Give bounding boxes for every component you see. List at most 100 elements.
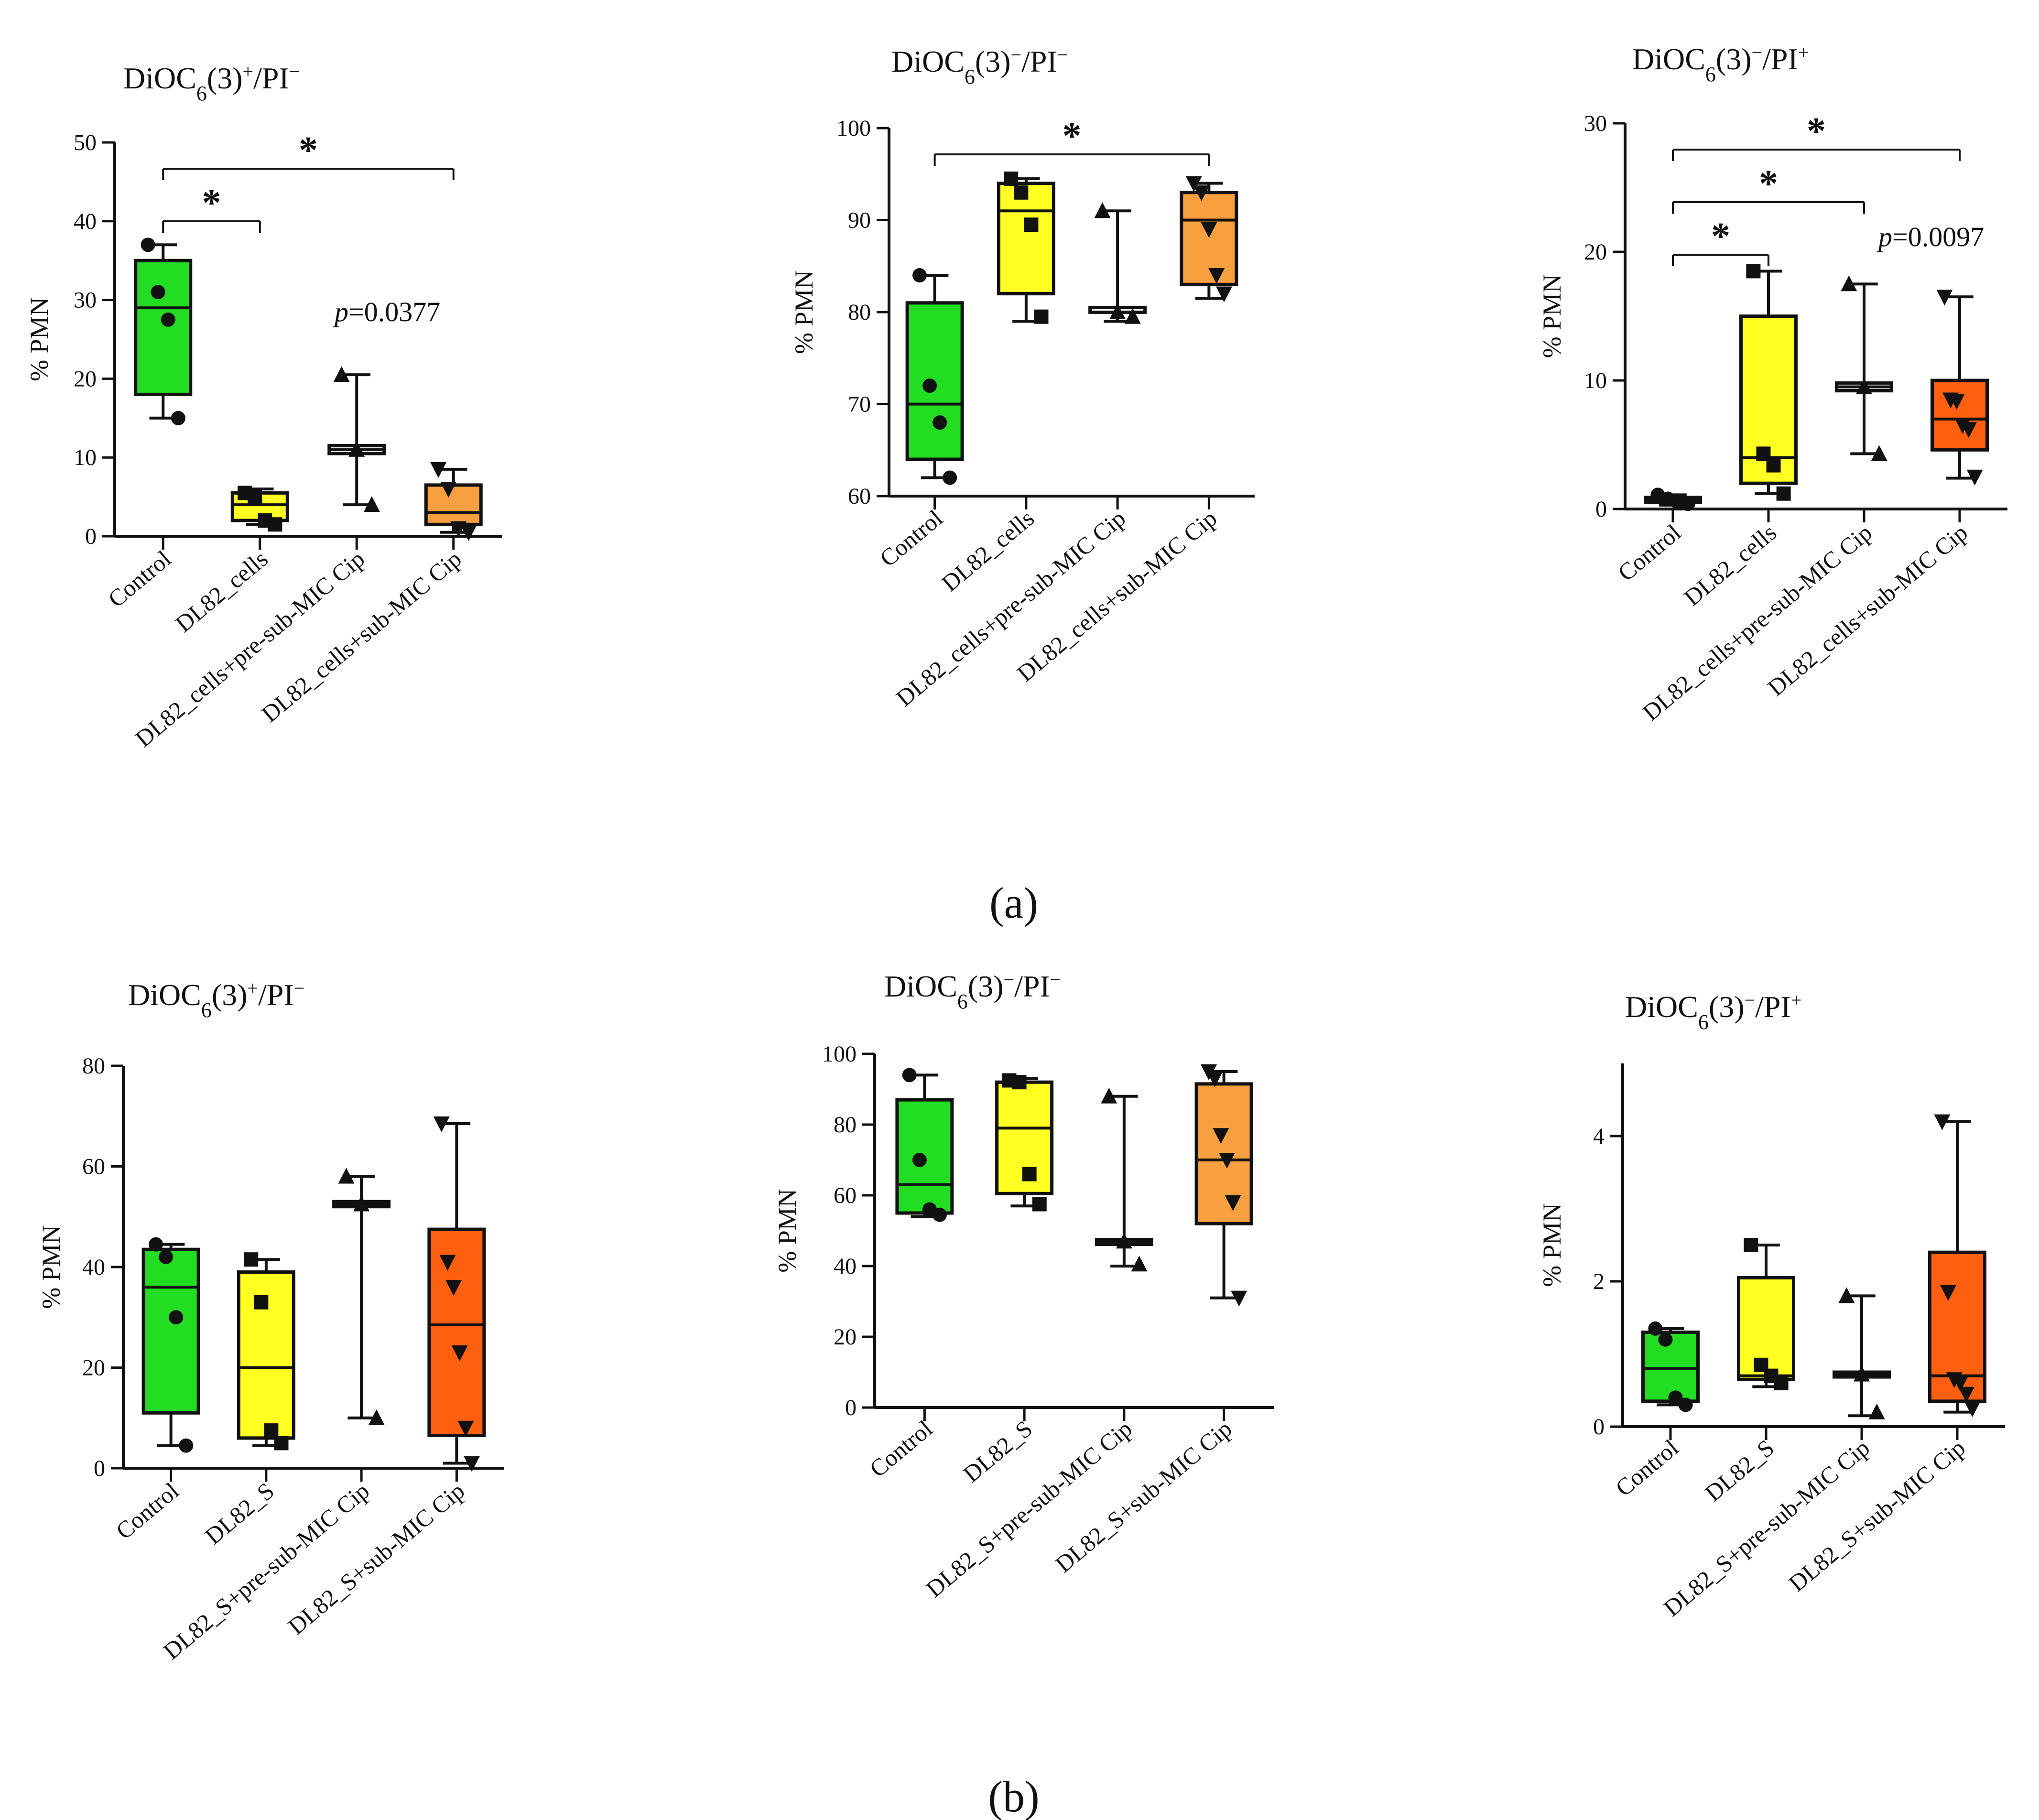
box-iqr [141,1247,200,1415]
data-point-2 [1766,458,1781,473]
box-3 [1180,176,1238,303]
box-iqr [427,1227,486,1438]
data-point-5 [1231,1290,1247,1307]
y-tick-label: 60 [82,1154,105,1180]
y-axis-label: % PMN [37,1225,65,1309]
data-point-0 [902,1068,917,1083]
p-value-label: p=0.0097 [1876,221,1984,252]
data-point-1 [1856,378,1872,394]
box-2 [1835,275,1893,461]
y-tick-label: 0 [1593,1414,1605,1440]
y-axis-label: % PMN [1538,274,1566,358]
x-category-label: DL82_S+sub-MIC Cip [1050,1415,1237,1578]
data-point-0 [149,1237,163,1252]
data-point-2 [1213,1128,1229,1144]
chart-a3: DiOC6(3)−/PI+0102030ControlDL82_cellsDL8… [1538,42,2007,726]
data-point-3 [179,1438,194,1453]
significance-star: * [1759,163,1778,205]
y-axis-label: % PMN [25,297,54,381]
significance-star: * [1711,216,1730,258]
x-category-label: Control [864,1415,937,1483]
data-point-2 [1024,217,1039,232]
data-point-3 [460,525,477,541]
data-point-0 [912,268,927,282]
y-axis-label: % PMN [790,270,818,354]
data-point-0 [1746,264,1761,279]
y-tick-label: 10 [1584,368,1607,393]
y-tick-label: 20 [82,1355,105,1381]
data-point-1 [353,1195,370,1212]
data-point-0 [1094,202,1111,218]
chart-title: DiOC6(3)−/PI− [884,969,1061,1013]
data-point-0 [333,366,350,382]
box-0 [134,238,193,425]
box-iqr [1931,379,1989,452]
chart-b1: DiOC6(3)+/PI− 0 20 40 60 80 Control DL82_SDL82_… [37,977,504,1665]
data-point-3 [171,411,185,425]
data-point-1 [151,285,165,300]
data-point-2 [933,415,947,430]
box-3 [1931,290,1989,486]
y-tick-label: 20 [834,1324,857,1350]
data-point-2 [161,312,175,327]
y-axis-label: % PMN [1538,1203,1566,1287]
data-point-3 [1208,268,1225,284]
box-2 [1095,1087,1153,1272]
y-tick-label: 90 [848,208,871,233]
chart-title: DiOC6(3)+/PI− [123,61,300,105]
x-category-label: Control [1610,1434,1683,1502]
data-point-0 [1744,1238,1758,1252]
data-point-1 [1658,1332,1673,1347]
y-tick-label: 40 [74,209,97,234]
data-point-2 [264,1423,279,1438]
box-0 [141,1237,200,1453]
x-category-label: DL82_S [958,1415,1037,1488]
data-point-1 [912,1153,927,1167]
data-point-5 [1966,469,1983,486]
data-point-1 [1940,1285,1957,1301]
y-tick-label: 80 [82,1053,105,1079]
box-2 [327,366,386,512]
data-point-4 [1958,1387,1974,1403]
y-tick-label: 40 [82,1255,105,1280]
data-point-2 [363,496,380,512]
box-3 [1928,1114,1986,1417]
data-point-0 [1838,1287,1855,1303]
significance-star: * [1807,110,1826,152]
box-3 [424,462,483,541]
data-point-1 [348,441,365,457]
y-tick-label: 2 [1593,1269,1605,1294]
data-point-1 [1206,1071,1223,1087]
y-tick-label: 60 [834,1183,857,1208]
data-point-4 [1960,422,1977,438]
data-point-3 [451,1345,468,1361]
data-point-3 [1776,486,1791,501]
y-tick-label: 30 [1584,111,1607,136]
data-point-3 [1034,309,1049,324]
data-point-2 [1201,222,1217,238]
y-tick-label: 30 [74,288,97,313]
x-category-label: DL82_S+pre-sub-MIC Cip [921,1415,1137,1603]
box-2 [1833,1287,1891,1419]
data-point-4 [1216,286,1232,303]
data-point-3 [1774,1376,1789,1390]
data-point-1 [254,1295,269,1310]
x-category-label: DL82_S+sub-MIC Cip [283,1477,470,1640]
data-point-3 [274,1436,289,1451]
y-tick-label: 100 [822,1041,857,1067]
data-point-3 [1678,1398,1693,1412]
data-point-4 [457,1420,474,1437]
y-tick-label: 80 [834,1112,857,1138]
data-point-0 [1934,1114,1951,1130]
data-point-1 [248,489,262,504]
chart-a2: DiOC6(3)−/PI−60708090100ControlDL82_cell… [790,44,1255,712]
data-point-1 [1014,185,1029,200]
data-point-1 [1116,1233,1132,1249]
chart-title: DiOC6(3)+/PI− [128,977,304,1022]
data-point-0 [244,1252,259,1267]
data-point-0 [433,1116,450,1133]
data-point-1 [439,1255,456,1271]
y-tick-label: 4 [1593,1124,1605,1149]
